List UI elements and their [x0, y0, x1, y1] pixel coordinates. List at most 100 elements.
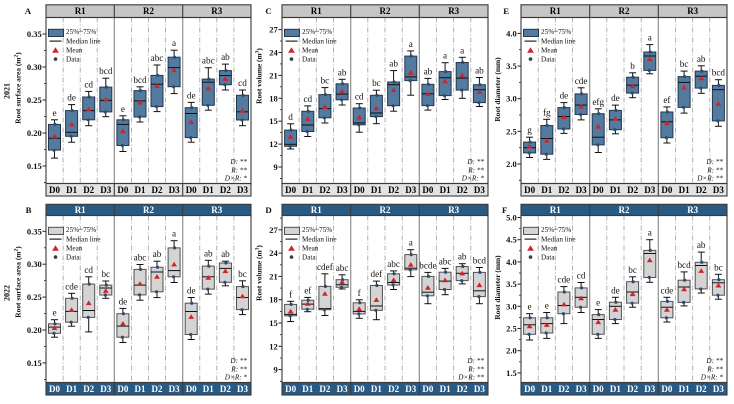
svg-text:bc: bc: [321, 76, 330, 86]
svg-text:cde: cde: [575, 76, 588, 86]
svg-text:D2: D2: [220, 185, 231, 195]
svg-text:0.20: 0.20: [27, 128, 42, 138]
svg-text:ab: ab: [338, 67, 347, 77]
svg-text:Root volume (m3): Root volume (m3): [255, 245, 264, 301]
svg-text:cde: cde: [661, 285, 674, 295]
svg-text:R2: R2: [380, 205, 391, 215]
svg-text:Data: Data: [302, 254, 316, 262]
svg-text:ab: ab: [458, 252, 467, 262]
svg-text:D0: D0: [117, 384, 128, 394]
svg-text:R2: R2: [380, 6, 391, 16]
svg-text:D: **: D: **: [229, 158, 247, 166]
svg-text:Data: Data: [66, 56, 80, 64]
svg-text:Median line: Median line: [66, 38, 101, 46]
svg-text:15: 15: [269, 318, 278, 328]
svg-text:D0: D0: [285, 384, 296, 394]
svg-text:R1: R1: [75, 6, 86, 16]
svg-text:bcd: bcd: [99, 66, 113, 76]
svg-text:cd: cd: [84, 79, 93, 89]
svg-text:ab: ab: [475, 66, 484, 76]
svg-text:12: 12: [269, 341, 278, 351]
svg-text:Mean: Mean: [541, 245, 558, 253]
svg-text:D1: D1: [541, 185, 552, 195]
svg-text:bcd: bcd: [133, 75, 147, 85]
svg-text:cd: cd: [355, 92, 364, 102]
svg-text:de: de: [187, 286, 196, 296]
svg-text:abc: abc: [336, 263, 349, 273]
svg-text:Data: Data: [541, 254, 555, 262]
svg-text:D: **: D: **: [229, 357, 247, 365]
svg-text:D×R: *: D×R: *: [224, 374, 248, 382]
svg-text:Mean: Mean: [66, 47, 83, 55]
svg-text:bc: bc: [238, 269, 247, 279]
svg-text:24: 24: [269, 48, 278, 58]
svg-text:D0: D0: [186, 185, 197, 195]
svg-text:e: e: [52, 108, 56, 118]
svg-text:bc: bc: [628, 265, 637, 275]
svg-text:a: a: [443, 51, 447, 61]
svg-text:0.30: 0.30: [27, 62, 42, 72]
svg-text:D0: D0: [524, 185, 535, 195]
svg-text:D1: D1: [679, 185, 690, 195]
svg-text:D: **: D: **: [705, 158, 723, 166]
svg-text:D: **: D: **: [466, 158, 484, 166]
svg-text:D3: D3: [337, 185, 348, 195]
svg-text:a: a: [172, 229, 176, 239]
svg-text:R2: R2: [619, 6, 630, 16]
svg-text:D1: D1: [135, 384, 146, 394]
svg-text:D1: D1: [610, 384, 621, 394]
svg-text:D0: D0: [524, 384, 535, 394]
svg-text:25%~75%: 25%~75%: [66, 28, 96, 36]
svg-text:e: e: [121, 104, 125, 114]
svg-text:D1: D1: [66, 384, 77, 394]
svg-text:D3: D3: [405, 384, 416, 394]
svg-text:b: b: [630, 61, 635, 71]
svg-text:cdef: cdef: [317, 262, 334, 272]
svg-text:fg: fg: [543, 107, 551, 117]
svg-text:de: de: [67, 93, 76, 103]
svg-text:12: 12: [269, 139, 278, 149]
svg-text:D1: D1: [203, 185, 214, 195]
svg-text:Data: Data: [66, 254, 80, 262]
svg-text:R: **: R: **: [467, 166, 484, 174]
svg-text:25%~75%: 25%~75%: [302, 226, 332, 234]
svg-text:bc: bc: [372, 78, 381, 88]
svg-text:D2: D2: [388, 384, 399, 394]
svg-text:de: de: [611, 285, 620, 295]
svg-text:bc: bc: [714, 262, 723, 272]
svg-text:D2: D2: [558, 384, 569, 394]
svg-text:e: e: [528, 302, 532, 312]
svg-text:0.25: 0.25: [27, 292, 42, 302]
svg-text:24: 24: [269, 248, 278, 258]
svg-text:Root surface area (m2): Root surface area (m2): [13, 52, 22, 124]
svg-text:ab: ab: [153, 249, 162, 259]
svg-text:Mean: Mean: [302, 47, 319, 55]
svg-text:Median line: Median line: [541, 38, 576, 46]
svg-text:D0: D0: [593, 384, 604, 394]
svg-text:9: 9: [273, 162, 277, 172]
svg-text:D1: D1: [371, 384, 382, 394]
svg-text:D1: D1: [371, 185, 382, 195]
svg-text:D1: D1: [679, 384, 690, 394]
svg-text:D3: D3: [405, 185, 416, 195]
svg-text:cd: cd: [577, 271, 586, 281]
svg-text:D0: D0: [593, 185, 604, 195]
svg-text:cd: cd: [238, 78, 247, 88]
svg-text:D2: D2: [696, 185, 707, 195]
svg-text:Median line: Median line: [302, 236, 337, 244]
svg-text:D1: D1: [135, 185, 146, 195]
svg-text:D1: D1: [302, 185, 313, 195]
svg-text:D0: D0: [354, 384, 365, 394]
svg-text:4.5: 4.5: [506, 235, 517, 245]
svg-text:25%~75%: 25%~75%: [541, 28, 571, 36]
svg-text:R3: R3: [448, 205, 459, 215]
svg-text:D0: D0: [422, 384, 433, 394]
svg-text:d: d: [288, 112, 293, 122]
svg-text:R: **: R: **: [230, 365, 247, 373]
svg-text:2.0: 2.0: [506, 346, 517, 356]
svg-text:bc: bc: [680, 59, 689, 69]
svg-text:0.15: 0.15: [27, 358, 42, 368]
svg-text:de: de: [611, 93, 620, 103]
svg-text:bcde: bcde: [419, 260, 436, 270]
svg-text:9: 9: [273, 365, 277, 375]
